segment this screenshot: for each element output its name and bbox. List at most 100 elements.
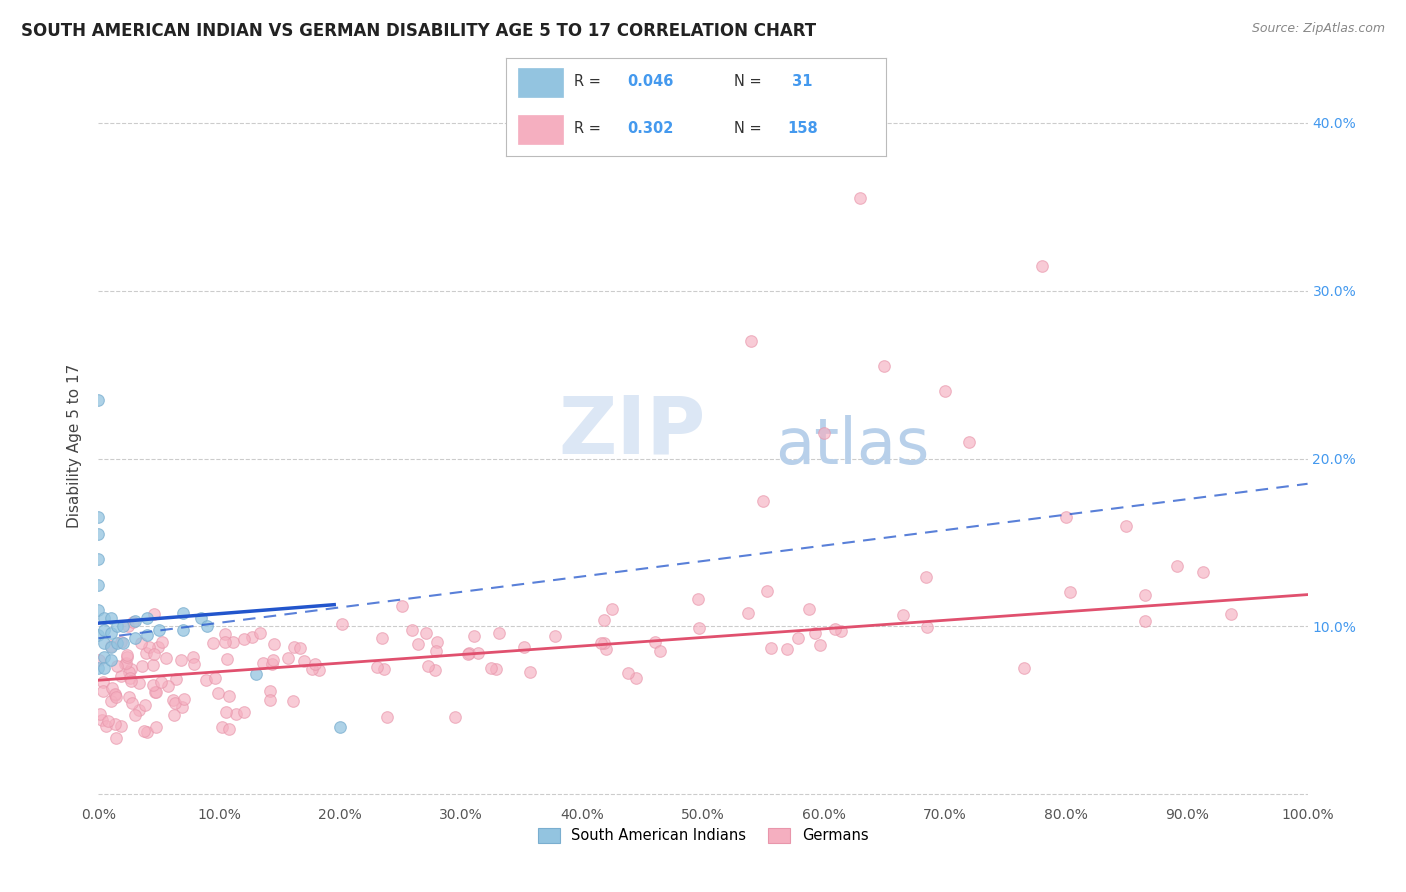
Text: N =: N = [734,74,766,89]
Point [114,657,136,671]
Point [101,681,124,695]
Point [416,659,439,673]
Point [292,654,315,668]
Point [143,685,166,699]
Point [626,671,648,685]
Point [644,635,666,649]
Point [93,661,115,675]
Point [202,636,225,650]
Point [415,625,437,640]
Point [934,384,956,399]
Point [93,611,115,625]
Point [136,725,159,739]
Point [915,620,938,634]
Point [259,692,281,706]
Point [786,631,808,645]
Point [617,665,640,680]
Point [142,607,165,621]
Legend: South American Indians, Germans: South American Indians, Germans [531,822,875,849]
Point [135,646,157,660]
Point [93,636,115,650]
Point [301,662,323,676]
Point [259,683,281,698]
Point [104,731,127,745]
Point [688,621,710,635]
Point [214,635,236,649]
Point [87,392,110,407]
Point [463,629,485,643]
Point [457,648,479,662]
Point [143,647,166,661]
Point [172,623,194,637]
Point [595,642,617,657]
Point [114,657,136,671]
Point [214,627,236,641]
Point [91,714,114,728]
Point [232,632,254,647]
Point [686,592,709,607]
Point [163,696,186,710]
Point [232,706,254,720]
Point [260,657,283,672]
Point [426,635,449,649]
Point [391,599,413,614]
Point [87,510,110,524]
Text: R =: R = [575,121,606,136]
Point [135,611,157,625]
Bar [517,68,562,97]
Point [425,663,447,677]
Point [813,426,835,441]
Point [162,692,184,706]
Point [100,626,122,640]
Point [485,662,508,676]
Point [222,635,245,649]
Point [117,648,139,663]
Point [1059,585,1081,599]
Point [104,686,127,700]
Point [288,641,311,656]
Text: N =: N = [734,121,766,136]
Point [330,617,353,632]
Point [1133,615,1156,629]
Point [120,673,142,688]
Point [105,636,128,650]
Point [146,640,169,654]
Point [100,640,122,654]
Point [308,663,330,677]
Point [425,644,447,658]
Point [87,603,110,617]
Point [89,706,111,721]
Point [218,722,240,736]
Point [87,577,110,591]
Point [252,656,274,670]
Point [87,661,110,675]
Point [124,615,146,629]
Point [600,602,623,616]
Point [915,570,938,584]
Text: 31: 31 [787,74,813,89]
Point [217,652,239,666]
Point [104,688,127,702]
Point [204,671,226,685]
Text: 0.046: 0.046 [627,74,673,89]
Point [375,710,398,724]
Point [93,649,115,664]
Bar [517,115,562,145]
Point [249,626,271,640]
Point [804,626,827,640]
Point [117,619,139,633]
Point [592,613,614,627]
Point [183,657,205,672]
Point [207,686,229,700]
Point [519,665,541,679]
Point [100,694,122,708]
Point [225,707,247,722]
Point [142,658,165,673]
Point [93,623,115,637]
Point [157,679,180,693]
Point [479,661,502,675]
Point [173,691,195,706]
Point [148,623,170,637]
Point [91,684,114,698]
Point [118,690,141,704]
